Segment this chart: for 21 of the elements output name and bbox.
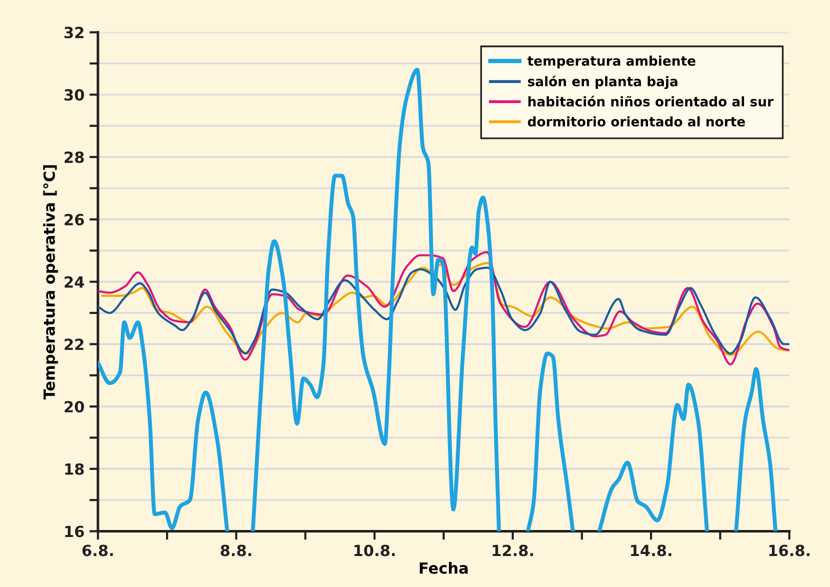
y-tick-label: 30: [64, 89, 84, 101]
legend-label: habitación niños orientado al sur: [528, 96, 774, 106]
y-tick-label: 32: [64, 26, 84, 38]
x-tick-label: 10.8.: [354, 544, 395, 556]
legend-label: salón en planta baja: [528, 76, 678, 90]
x-axis-title: Fecha: [420, 562, 468, 574]
y-tick-label: 28: [64, 151, 84, 164]
y-tick-label: 26: [64, 214, 84, 226]
y-axis-title: Temperatura operativa [°C]: [43, 165, 58, 400]
x-tick-label: 16.8.: [769, 544, 810, 556]
legend-label: dormitorio orientado al norte: [528, 116, 745, 127]
y-tick-label: 24: [64, 276, 84, 288]
x-tick-label: 8.8.: [220, 544, 252, 556]
y-tick-label: 20: [64, 400, 84, 413]
y-tick-label: 18: [65, 463, 84, 475]
x-tick-label: 6.8.: [82, 544, 113, 556]
x-tick-label: 14.8.: [631, 544, 672, 556]
legend-label: temperatura ambiente: [527, 56, 696, 68]
y-tick-label: 16: [65, 526, 84, 538]
y-tick-label: 22: [64, 338, 84, 350]
x-tick-label: 12.8.: [492, 544, 533, 556]
